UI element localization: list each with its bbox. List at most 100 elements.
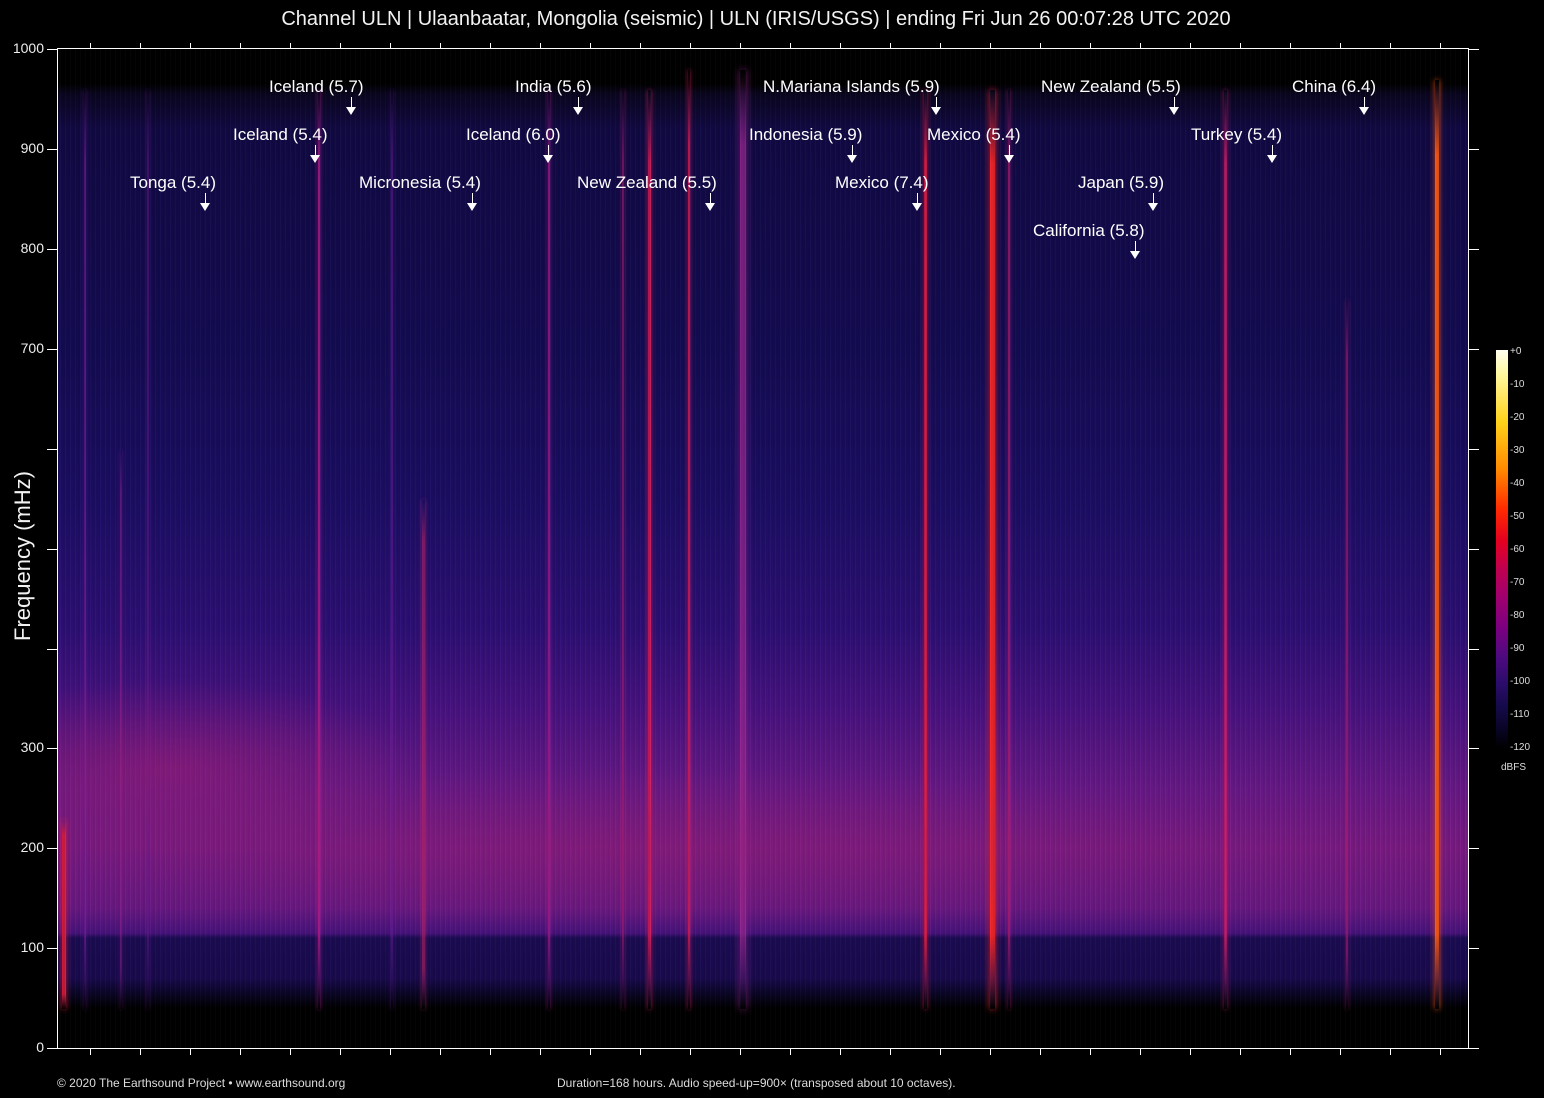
y-axis-title: Frequency (mHz) bbox=[10, 471, 35, 641]
x-tick bbox=[490, 1049, 491, 1055]
x-tick bbox=[1290, 1049, 1291, 1055]
x-tick bbox=[990, 1049, 991, 1055]
event-streak bbox=[688, 70, 690, 1009]
event-label: Turkey (5.4) bbox=[1191, 125, 1283, 144]
x-tick-top bbox=[290, 43, 291, 48]
event-streak bbox=[740, 70, 746, 1009]
x-tick bbox=[190, 1049, 191, 1055]
down-arrow-icon bbox=[1359, 107, 1369, 115]
y-tick bbox=[47, 649, 57, 650]
colorbar-tick-label: -40 bbox=[1510, 478, 1525, 489]
x-tick bbox=[590, 1049, 591, 1055]
x-tick-top bbox=[1440, 43, 1441, 48]
x-tick bbox=[690, 1049, 691, 1055]
right-tick bbox=[1469, 748, 1479, 749]
event-label: Mexico (7.4) bbox=[835, 173, 929, 192]
event-label: India (5.6) bbox=[515, 77, 592, 96]
y-tick-label: 800 bbox=[20, 240, 44, 256]
arrow-stem bbox=[548, 145, 549, 155]
right-tick bbox=[1469, 149, 1479, 150]
colorbar-tick-label: -60 bbox=[1510, 544, 1525, 555]
event-streak bbox=[990, 90, 995, 1009]
event-streak bbox=[391, 90, 393, 1009]
arrow-stem bbox=[917, 193, 918, 203]
down-arrow-icon bbox=[705, 203, 715, 211]
colorbar-tick-label: -90 bbox=[1510, 643, 1525, 654]
event-streak bbox=[120, 450, 122, 1009]
y-tick bbox=[47, 449, 57, 450]
x-tick-top bbox=[190, 43, 191, 48]
x-tick bbox=[1440, 1049, 1441, 1055]
x-tick-top bbox=[90, 43, 91, 48]
footer-credit: © 2020 The Earthsound Project • www.eart… bbox=[57, 1076, 346, 1090]
x-tick-top bbox=[240, 43, 241, 48]
x-tick bbox=[1090, 1049, 1091, 1055]
x-tick-top bbox=[1040, 43, 1041, 48]
x-tick-top bbox=[1140, 43, 1141, 48]
x-tick-top bbox=[940, 43, 941, 48]
x-tick bbox=[640, 1049, 641, 1055]
down-arrow-icon bbox=[543, 155, 553, 163]
x-tick bbox=[890, 1049, 891, 1055]
arrow-stem bbox=[472, 193, 473, 203]
x-tick-top bbox=[340, 43, 341, 48]
event-label: New Zealand (5.5) bbox=[1041, 77, 1181, 96]
x-axis-line bbox=[57, 1048, 1469, 1049]
x-tick bbox=[1240, 1049, 1241, 1055]
x-tick bbox=[390, 1049, 391, 1055]
event-streak bbox=[62, 820, 66, 1009]
event-label: China (6.4) bbox=[1292, 77, 1377, 96]
arrow-stem bbox=[936, 97, 937, 107]
y-tick-label: 1000 bbox=[12, 40, 44, 56]
down-arrow-icon bbox=[1148, 203, 1158, 211]
event-label: New Zealand (5.5) bbox=[577, 173, 717, 192]
arrow-stem bbox=[351, 97, 352, 107]
right-tick bbox=[1469, 948, 1479, 949]
event-label: Japan (5.9) bbox=[1078, 173, 1164, 192]
y-tick bbox=[47, 549, 57, 550]
y-tick bbox=[47, 249, 57, 250]
arrow-stem bbox=[578, 97, 579, 107]
down-arrow-icon bbox=[573, 107, 583, 115]
y-tick bbox=[47, 49, 57, 50]
arrow-stem bbox=[315, 145, 316, 155]
colorbar-tick-label: -100 bbox=[1510, 676, 1531, 687]
x-tick-top bbox=[690, 43, 691, 48]
y-tick bbox=[47, 848, 57, 849]
event-label: Iceland (5.4) bbox=[233, 125, 328, 144]
y-tick bbox=[47, 349, 57, 350]
x-tick bbox=[1340, 1049, 1341, 1055]
x-tick bbox=[540, 1049, 541, 1055]
arrow-stem bbox=[1272, 145, 1273, 155]
event-streak bbox=[1346, 300, 1348, 1009]
x-tick bbox=[90, 1049, 91, 1055]
spectrogram-plot-area bbox=[58, 49, 1468, 1048]
x-tick-top bbox=[1090, 43, 1091, 48]
colorbar-tick-label: -20 bbox=[1510, 412, 1525, 423]
event-streak bbox=[422, 500, 425, 1009]
x-tick-top bbox=[740, 43, 741, 48]
colorbar-unit: dBFS bbox=[1501, 762, 1527, 773]
x-tick bbox=[240, 1049, 241, 1055]
colorbar-tick-label: -70 bbox=[1510, 577, 1525, 588]
y-tick-label: 0 bbox=[36, 1039, 44, 1055]
y-tick bbox=[47, 948, 57, 949]
event-streak bbox=[548, 90, 550, 1009]
right-tick bbox=[1469, 549, 1479, 550]
colorbar-gradient bbox=[1496, 350, 1508, 748]
x-tick bbox=[740, 1049, 741, 1055]
x-tick-top bbox=[1240, 43, 1241, 48]
event-label: Iceland (5.7) bbox=[269, 77, 364, 96]
x-tick-top bbox=[1340, 43, 1341, 48]
y-tick-label: 900 bbox=[20, 140, 44, 156]
x-tick bbox=[790, 1049, 791, 1055]
right-axis-line bbox=[1468, 49, 1469, 1049]
arrow-stem bbox=[852, 145, 853, 155]
colorbar-tick-label: -10 bbox=[1510, 379, 1525, 390]
colorbar-tick-label: -80 bbox=[1510, 610, 1525, 621]
right-tick bbox=[1469, 1048, 1479, 1049]
x-tick bbox=[340, 1049, 341, 1055]
x-tick bbox=[440, 1049, 441, 1055]
right-tick bbox=[1469, 449, 1479, 450]
event-streak bbox=[318, 90, 320, 1009]
